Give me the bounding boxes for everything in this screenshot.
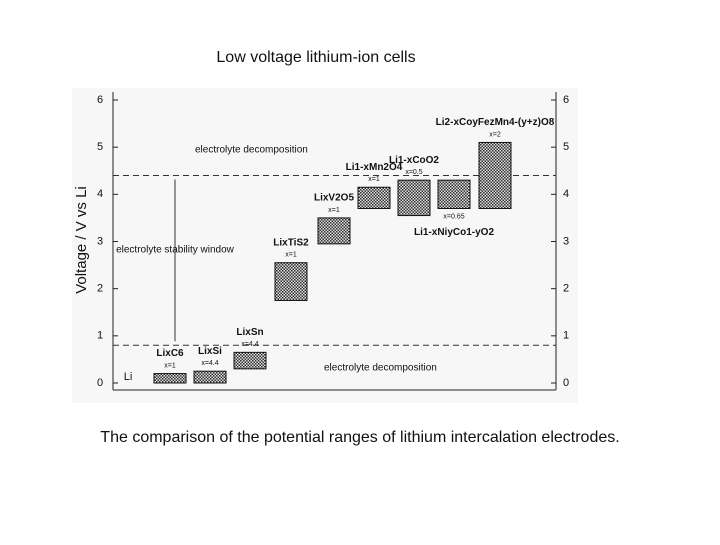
bar-note: x=1 <box>164 362 176 369</box>
bar-note: x=4.4 <box>241 341 258 348</box>
range-bar <box>274 262 308 301</box>
bar-note: x=0.65 <box>443 213 464 220</box>
bar-label: LixSi <box>198 346 222 357</box>
y-tick-label: 6 <box>97 94 103 106</box>
bar-label: LixTiS2 <box>273 237 309 248</box>
y-tick-label: 3 <box>97 235 103 247</box>
bar-note: x=1 <box>328 207 340 214</box>
bar-note: x=2 <box>489 131 501 138</box>
range-bar <box>317 217 351 245</box>
bar-label: LixSn <box>236 327 263 338</box>
bar-label: Li1-xCoO2 <box>389 155 439 166</box>
y-tick-label: 0 <box>97 377 103 389</box>
bar-note: x=1 <box>285 252 297 259</box>
annotation: electrolyte decomposition <box>324 363 437 374</box>
y-axis-label: Voltage / V vs Li <box>73 186 90 294</box>
range-bar <box>437 179 471 209</box>
y2-tick-label: 5 <box>563 141 569 153</box>
annotation: Li <box>124 371 133 383</box>
bar-note: x=0.5 <box>405 169 422 176</box>
range-bar <box>233 351 267 370</box>
y2-tick-label: 4 <box>563 188 569 200</box>
y2-tick-label: 6 <box>563 94 569 106</box>
y-tick-label: 4 <box>97 188 103 200</box>
y-tick-label: 5 <box>97 141 103 153</box>
range-bar <box>153 373 187 384</box>
bar-label: Li1-xNiyCo1-yO2 <box>414 227 494 238</box>
y2-tick-label: 3 <box>563 235 569 247</box>
chart-panel <box>72 88 578 403</box>
annotation: electrolyte decomposition <box>195 145 308 156</box>
bar-label: Li1-xMn2O4 <box>346 162 403 173</box>
y-tick-label: 1 <box>97 330 103 342</box>
bar-label: LixV2O5 <box>314 193 354 204</box>
caption: The comparison of the potential ranges o… <box>100 429 619 446</box>
bar-note: x=1 <box>368 176 380 183</box>
bar-note: x=4.4 <box>201 360 218 367</box>
y-tick-label: 2 <box>97 283 103 295</box>
bar-label: LixC6 <box>156 348 184 359</box>
range-bar <box>397 179 431 217</box>
range-bar <box>193 370 227 384</box>
range-bar <box>357 186 391 209</box>
y2-tick-label: 0 <box>563 377 569 389</box>
y2-tick-label: 2 <box>563 283 569 295</box>
bar-label: Li2-xCoyFezMn4-(y+z)O8 <box>436 117 555 128</box>
y2-tick-label: 1 <box>563 330 569 342</box>
range-bar <box>478 141 512 209</box>
slide-title: Low voltage lithium-ion cells <box>216 49 415 66</box>
